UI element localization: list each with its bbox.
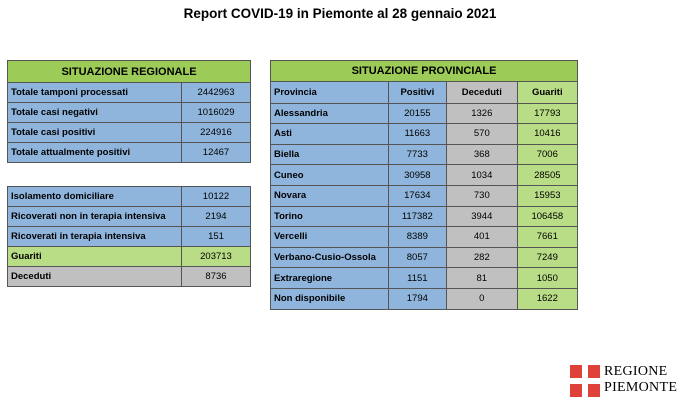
table-row: Alessandria 20155 1326 17793 xyxy=(270,102,579,125)
row-label: Guariti xyxy=(7,246,182,267)
cell-provincia: Torino xyxy=(270,205,389,228)
regional-header: SITUAZIONE REGIONALE xyxy=(7,60,251,83)
cell-positivi: 11663 xyxy=(387,123,448,145)
cell-deceduti: 570 xyxy=(446,123,518,145)
flag-icon xyxy=(570,365,600,397)
cell-positivi: 17634 xyxy=(387,184,448,207)
table-row: Totale casi positivi 224916 xyxy=(7,122,251,143)
cell-guariti: 1050 xyxy=(516,267,579,289)
row-value: 10122 xyxy=(181,186,251,207)
table-row: Verbano-Cusio-Ossola 8057 282 7249 xyxy=(270,246,579,269)
cell-guariti: 7249 xyxy=(516,246,579,269)
table-row: Ricoverati non in terapia intensiva 2194 xyxy=(7,206,251,227)
table-row: Extraregione 1151 81 1050 xyxy=(270,267,579,289)
cell-guariti: 1622 xyxy=(516,287,579,310)
row-label: Isolamento domiciliare xyxy=(7,186,182,207)
cell-positivi: 8057 xyxy=(387,246,448,269)
cell-provincia: Alessandria xyxy=(270,102,389,125)
table-row: Asti 11663 570 10416 xyxy=(270,123,579,145)
cell-positivi: 7733 xyxy=(387,143,448,166)
cell-provincia: Non disponibile xyxy=(270,287,389,310)
row-label: Ricoverati in terapia intensiva xyxy=(7,226,182,247)
logo-line: PIEMONTE xyxy=(604,380,678,395)
cell-guariti: 17793 xyxy=(516,102,579,125)
cell-guariti: 15953 xyxy=(516,184,579,207)
column-header: Provincia xyxy=(270,80,389,104)
table-row: Guariti 203713 xyxy=(7,246,251,267)
logo-text: REGIONE PIEMONTE xyxy=(604,364,677,396)
cell-deceduti: 282 xyxy=(446,246,518,269)
table-row: Ricoverati in terapia intensiva 151 xyxy=(7,226,251,247)
cell-positivi: 117382 xyxy=(387,205,448,228)
regional-detail-table: Isolamento domiciliare 10122 Ricoverati … xyxy=(7,186,251,287)
row-label: Deceduti xyxy=(7,266,182,287)
table-row: Totale tamponi processati 2442963 xyxy=(7,82,251,103)
row-value: 1016029 xyxy=(181,102,251,123)
cell-guariti: 28505 xyxy=(516,164,579,186)
cell-guariti: 7661 xyxy=(516,226,579,248)
row-label: Totale attualmente positivi xyxy=(7,142,182,163)
row-label: Ricoverati non in terapia intensiva xyxy=(7,206,182,227)
table-row: Cuneo 30958 1034 28505 xyxy=(270,164,579,186)
regione-piemonte-logo: REGIONE PIEMONTE xyxy=(570,364,677,398)
row-label: Totale tamponi processati xyxy=(7,82,182,103)
table-row: Totale attualmente positivi 12467 xyxy=(7,142,251,163)
table-row: Totale casi negativi 1016029 xyxy=(7,102,251,123)
cell-deceduti: 730 xyxy=(446,184,518,207)
row-value: 203713 xyxy=(181,246,251,267)
cell-guariti: 106458 xyxy=(516,205,579,228)
cell-positivi: 8389 xyxy=(387,226,448,248)
row-value: 8736 xyxy=(181,266,251,287)
row-value: 224916 xyxy=(181,122,251,143)
cell-positivi: 1151 xyxy=(387,267,448,289)
table-row: Non disponibile 1794 0 1622 xyxy=(270,287,579,310)
cell-deceduti: 401 xyxy=(446,226,518,248)
cell-provincia: Biella xyxy=(270,143,389,166)
cell-deceduti: 1326 xyxy=(446,102,518,125)
cell-deceduti: 1034 xyxy=(446,164,518,186)
row-value: 2442963 xyxy=(181,82,251,103)
column-header: Positivi xyxy=(387,80,448,104)
cell-guariti: 10416 xyxy=(516,123,579,145)
row-value: 12467 xyxy=(181,142,251,163)
cell-provincia: Novara xyxy=(270,184,389,207)
regional-summary-table: SITUAZIONE REGIONALE Totale tamponi proc… xyxy=(7,60,251,163)
cell-deceduti: 3944 xyxy=(446,205,518,228)
cell-guariti: 7006 xyxy=(516,143,579,166)
row-label: Totale casi negativi xyxy=(7,102,182,123)
table-row: Isolamento domiciliare 10122 xyxy=(7,186,251,207)
column-header: Guariti xyxy=(516,80,579,104)
table-row: Biella 7733 368 7006 xyxy=(270,143,579,166)
row-value: 151 xyxy=(181,226,251,247)
table-row: Vercelli 8389 401 7661 xyxy=(270,226,579,248)
cell-positivi: 1794 xyxy=(387,287,448,310)
report-title: Report COVID-19 in Piemonte al 28 gennai… xyxy=(183,6,497,21)
column-header: Deceduti xyxy=(446,80,518,104)
provincial-header: SITUAZIONE PROVINCIALE xyxy=(270,60,578,82)
table-row: Novara 17634 730 15953 xyxy=(270,184,579,207)
cell-positivi: 20155 xyxy=(387,102,448,125)
cell-provincia: Asti xyxy=(270,123,389,145)
cell-deceduti: 81 xyxy=(446,267,518,289)
row-label: Totale casi positivi xyxy=(7,122,182,143)
table-row: Deceduti 8736 xyxy=(7,266,251,287)
column-header-row: Provincia Positivi Deceduti Guariti xyxy=(270,80,579,104)
logo-line: REGIONE xyxy=(604,364,668,379)
row-value: 2194 xyxy=(181,206,251,227)
cell-provincia: Cuneo xyxy=(270,164,389,186)
cell-provincia: Vercelli xyxy=(270,226,389,248)
cell-provincia: Extraregione xyxy=(270,267,389,289)
provincial-rows: Alessandria 20155 1326 17793 Asti 11663 570 104… xyxy=(270,102,579,310)
provincial-table: SITUAZIONE PROVINCIALE Provincia Positiv… xyxy=(270,60,579,310)
table-row: Torino 117382 3944 106458 xyxy=(270,205,579,228)
cell-deceduti: 0 xyxy=(446,287,518,310)
cell-positivi: 30958 xyxy=(387,164,448,186)
cell-deceduti: 368 xyxy=(446,143,518,166)
cell-provincia: Verbano-Cusio-Ossola xyxy=(270,246,389,269)
